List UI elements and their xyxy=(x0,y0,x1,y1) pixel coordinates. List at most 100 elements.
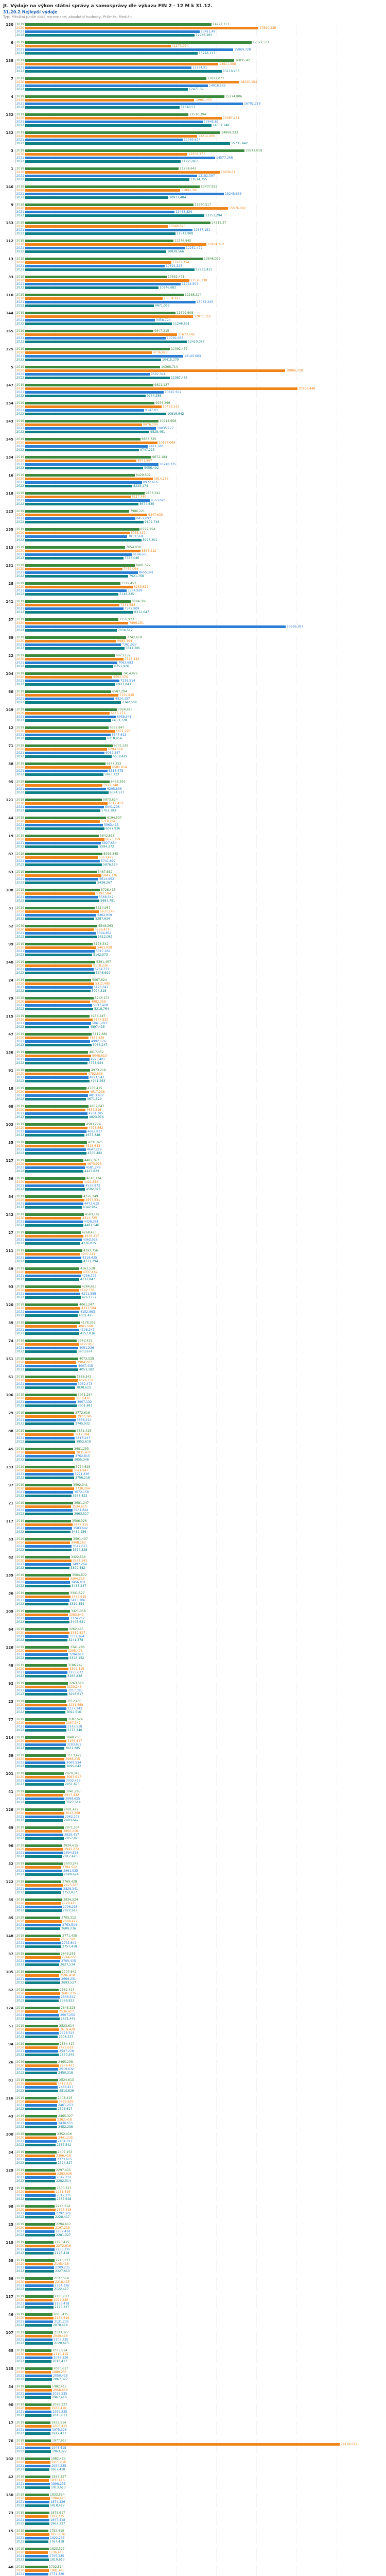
bar xyxy=(25,928,94,931)
bar xyxy=(25,359,161,361)
bar-year-label: 2020 xyxy=(16,1072,24,1076)
bar-year-label: 2020 xyxy=(16,856,24,859)
bar-row: 2022 2281,327 xyxy=(15,2233,385,2237)
bar-row: 2022 12614,755 xyxy=(15,178,385,181)
bar xyxy=(25,918,94,920)
bar-value-label: 8976,304 xyxy=(143,423,158,427)
bar-row: 2019 3113,427 xyxy=(15,1754,385,1757)
bar-year-label: 2022 xyxy=(16,2017,24,2021)
group-id-label: 52 xyxy=(8,924,13,928)
bar-row: 2021 2929,417 xyxy=(15,1833,385,1837)
bar-value-label: 9935,266 xyxy=(155,401,170,405)
bar-year-label: 2022 xyxy=(16,1404,24,1408)
bar-row: 2021 2050,418 xyxy=(15,2374,385,2378)
bar xyxy=(25,2375,52,2377)
bar-row: 2022 3021,385 xyxy=(15,1747,385,1750)
bar-year-label: 2022 xyxy=(16,1891,24,1894)
bar-value-label: 5642,818 xyxy=(100,834,115,838)
bar-value-label: 5193,647 xyxy=(94,986,109,989)
bar xyxy=(25,1386,75,1389)
bar xyxy=(25,1347,78,1349)
bar-year-label: 2022 xyxy=(16,1584,24,1588)
bar xyxy=(25,121,203,123)
bar-year-label: 2019 xyxy=(16,419,24,423)
bar-group: 129 2019 2297,415 2020 2383,626 2021 2347,232 2… xyxy=(2,2168,385,2183)
bar-value-label: 4817,352 xyxy=(89,1050,104,1054)
bar xyxy=(25,1956,61,1959)
bar-value-label: 3187,624 xyxy=(68,1718,83,1721)
bar-value-label: 5176,342 xyxy=(94,942,109,946)
bar xyxy=(25,348,170,350)
group-id-label: 111 xyxy=(6,1249,13,1253)
bar-year-label: 2020 xyxy=(16,2352,24,2356)
bar-row: 2019 1833,514 xyxy=(15,2493,385,2497)
bar xyxy=(25,752,104,754)
bar xyxy=(25,319,155,321)
bar-year-label: 2019 xyxy=(16,185,24,189)
bar-value-label: 4778,924 xyxy=(89,1061,103,1065)
bar xyxy=(25,1080,90,1082)
bar-year-label: 2020 xyxy=(16,711,24,715)
bar xyxy=(25,2284,54,2287)
bar xyxy=(25,1455,74,1458)
bar xyxy=(25,2241,54,2244)
bar xyxy=(25,492,145,495)
bar xyxy=(25,2501,49,2503)
bar-year-label: 2019 xyxy=(16,888,24,892)
bar-value-label: 2547,218 xyxy=(59,2049,74,2053)
bar-year-label: 2019 xyxy=(16,2223,24,2226)
bar-value-label: 1913,613 xyxy=(51,2486,66,2489)
bar xyxy=(25,189,180,192)
bar xyxy=(25,1909,62,1912)
bar-value-label: 5568,342 xyxy=(99,895,114,899)
bar-value-label: 4871,542 xyxy=(90,1076,104,1079)
bar-value-label: 2861,935 xyxy=(63,1869,78,1873)
bar-value-label: 2998,625 xyxy=(65,1797,80,1801)
bar-row: 2020 3231,568 xyxy=(15,1703,385,1707)
bar-value-label: 2901,427 xyxy=(64,1808,79,1811)
bar-year-label: 2021 xyxy=(16,2356,24,2360)
bar xyxy=(25,1051,88,1054)
bar-row: 2019 6587,294 xyxy=(15,690,385,693)
bar xyxy=(25,2050,58,2053)
bar xyxy=(25,1026,89,1028)
bar xyxy=(25,63,218,65)
bar-value-label: 1926,327 xyxy=(51,2475,66,2479)
bar-row: 2020 11892,301 xyxy=(15,189,385,192)
bar-year-label: 2020 xyxy=(16,964,24,968)
bar-value-label: 4007,415 xyxy=(78,1364,93,1368)
bar-value-label: 3389,527 xyxy=(71,1631,85,1635)
bar-value-label: 2631,442 xyxy=(61,2017,76,2021)
bar-group: 137 2019 2186,617 2020 2092,235 2021 2155,418 2… xyxy=(2,2295,385,2309)
bar-group: 71 2019 6735,182 2020 6294,518 2021 6082,347 20… xyxy=(2,744,385,758)
bar xyxy=(25,1325,77,1328)
bar-year-label: 2019 xyxy=(16,1177,24,1180)
bar xyxy=(25,2353,52,2355)
bar xyxy=(25,207,228,210)
bar-year-label: 2022 xyxy=(16,1224,24,1227)
bar-row: 2020 4917,238 xyxy=(15,1090,385,1094)
bar-row: 2019 3871,426 xyxy=(15,1429,385,1433)
bar-row: 2019 3040,253 xyxy=(15,1736,385,1739)
bar-row: 2022 9056,492 xyxy=(15,466,385,470)
bar-value-label: 4447,823 xyxy=(84,1170,99,1173)
bar-value-label: 5024,318 xyxy=(92,989,107,993)
bar-year-label: 2021 xyxy=(16,823,24,827)
bar-value-label: 11840,57 xyxy=(181,106,196,109)
bar xyxy=(25,755,112,758)
bar-row: 2022 3099,642 xyxy=(15,1765,385,1768)
bar-year-label: 2022 xyxy=(16,304,24,308)
bar-value-label: 3745,932 xyxy=(75,1422,90,1426)
bar-value-label: 3813,247 xyxy=(76,1436,91,1440)
bar-value-label: 3567,423 xyxy=(73,1494,87,1498)
bar-row: 2020 2092,235 xyxy=(15,2298,385,2302)
bar-value-label: 10782,936 xyxy=(167,336,184,340)
bar-year-label: 2019 xyxy=(16,1321,24,1325)
bar-value-label: 2763,514 xyxy=(62,1923,77,1927)
bar-stack: 2019 8792,154 2020 8038,427 2021 7813,569 2022… xyxy=(15,528,385,542)
bar-value-label: 4163,528 xyxy=(80,1267,95,1270)
bar-value-label: 4178,392 xyxy=(81,1321,96,1325)
bar-value-label: 2986,215 xyxy=(65,1757,80,1761)
group-id-label: 45 xyxy=(8,1447,13,1451)
bar-row: 2020 11173,974 xyxy=(15,44,385,48)
